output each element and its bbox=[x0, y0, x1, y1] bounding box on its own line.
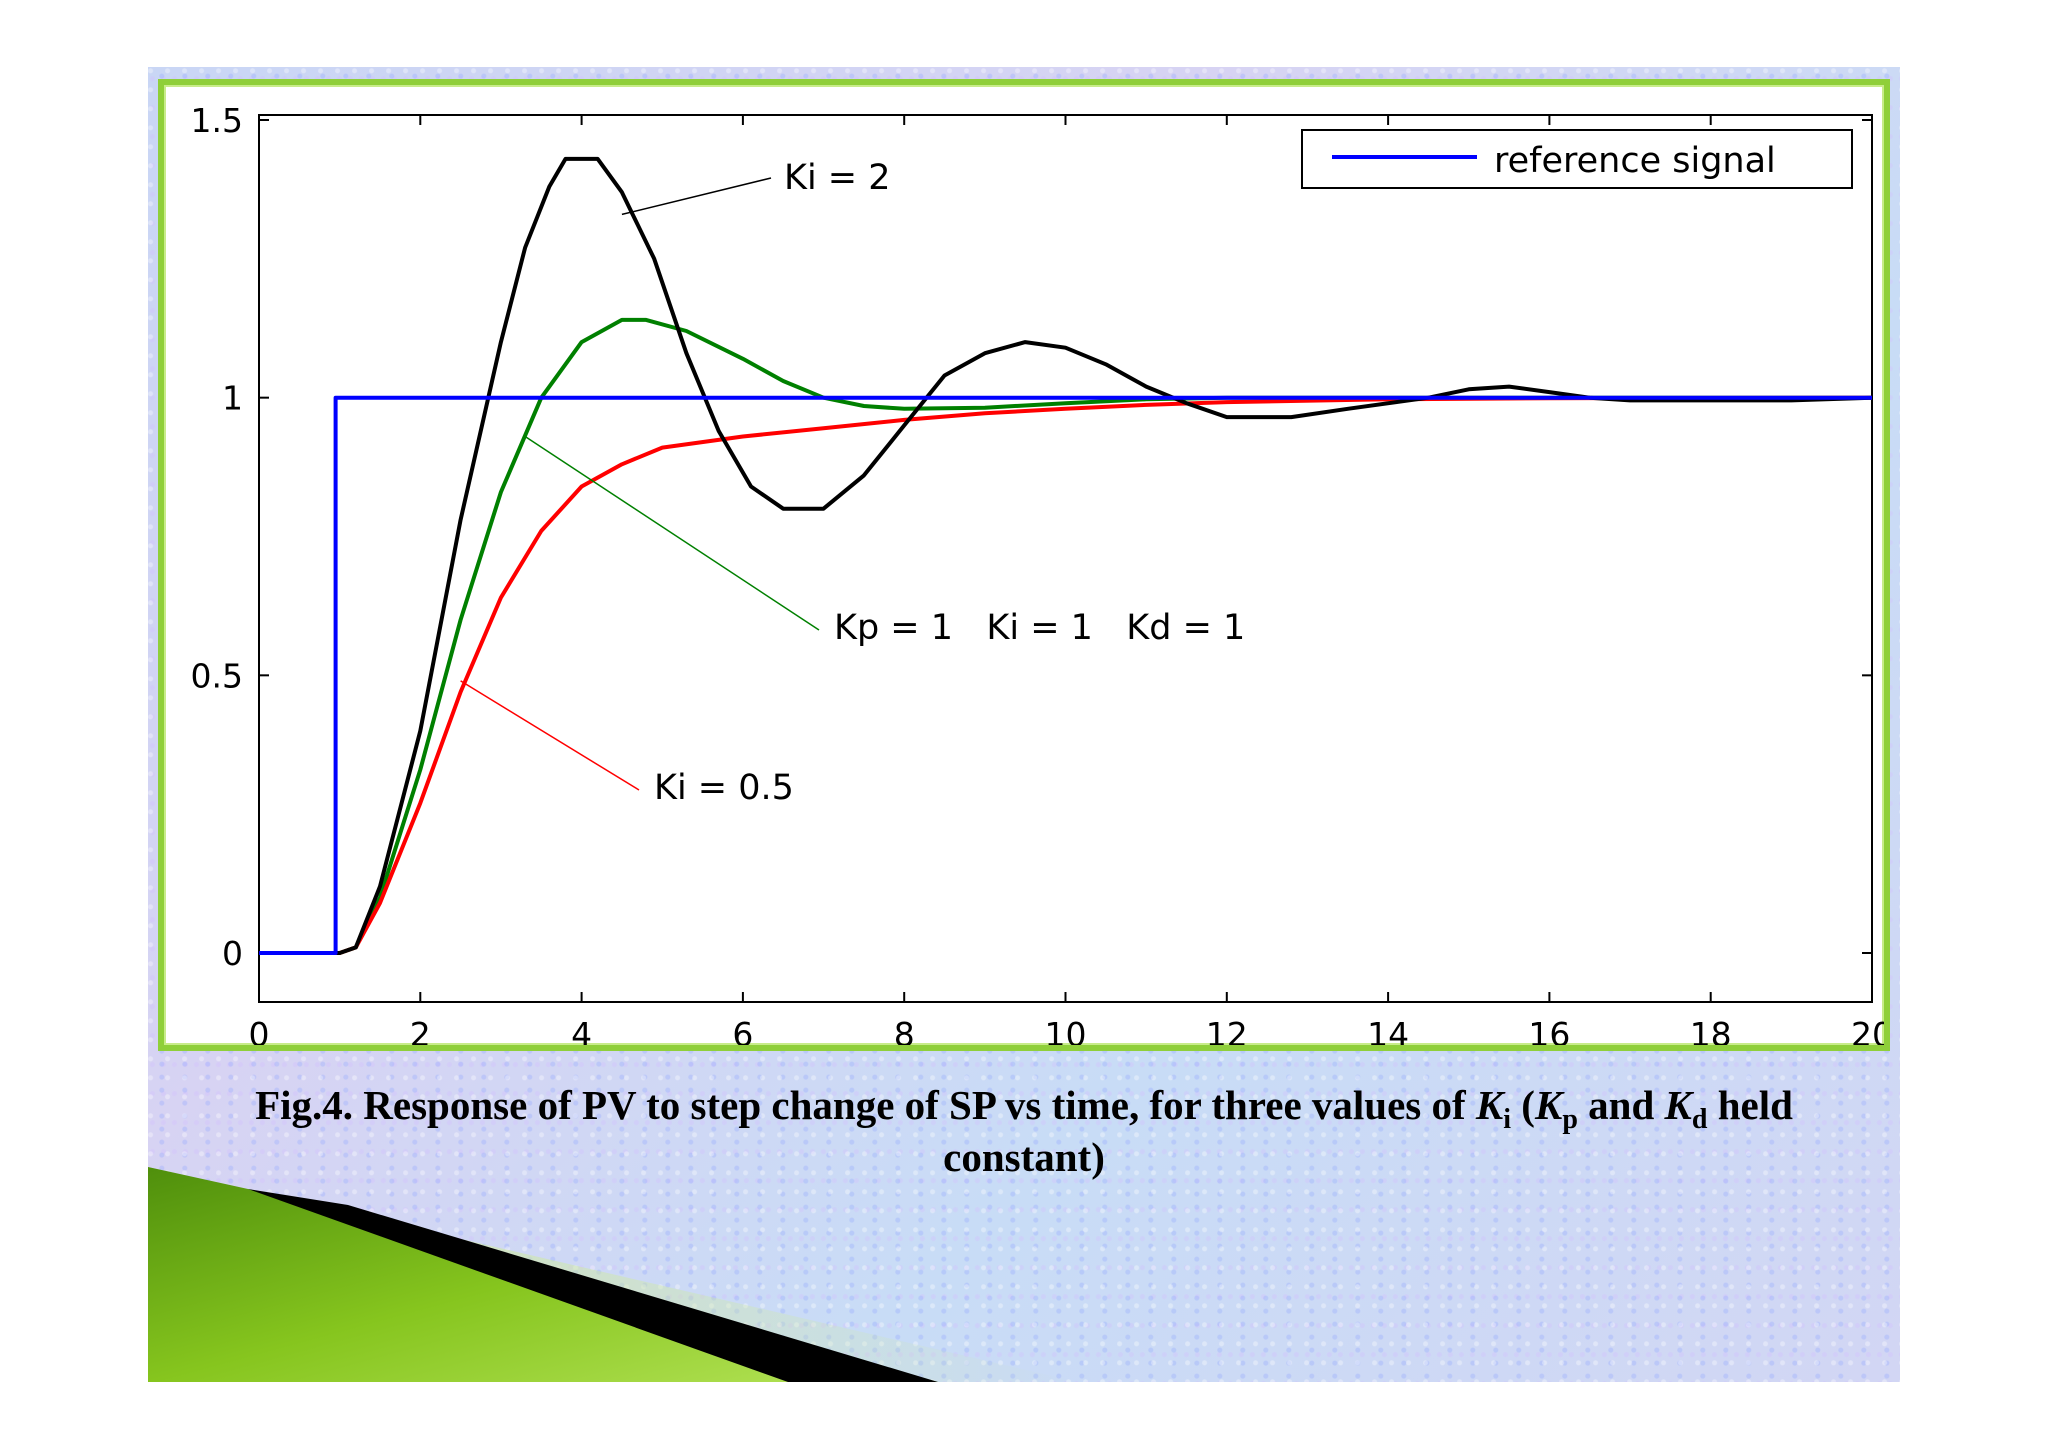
x-tick-label: 20 bbox=[1851, 1015, 1884, 1045]
series-line-3 bbox=[259, 395, 1873, 955]
annotation-leader-1 bbox=[524, 435, 820, 631]
annotation-leader-0 bbox=[621, 177, 772, 216]
caption-k-i: K bbox=[1475, 1082, 1504, 1128]
caption-sub-p: p bbox=[1562, 1104, 1578, 1136]
slide-background: 0 2 4 6 8 10 12 14 16 18 20 0 0.5 1 1.5 reference signa… bbox=[148, 67, 1900, 1382]
x-tick-label: 16 bbox=[1528, 1015, 1570, 1045]
plot-area bbox=[258, 114, 1873, 1003]
annotation-label-2: Ki = 0.5 bbox=[654, 768, 794, 808]
y-tick-label: 1.5 bbox=[191, 101, 243, 140]
annotation-leader-2 bbox=[460, 680, 640, 791]
caption-k-d: K bbox=[1664, 1082, 1692, 1128]
y-tick-label: 0.5 bbox=[191, 656, 243, 695]
figure-caption: Fig.4. Response of PV to step change of … bbox=[178, 1079, 1870, 1183]
x-tick-label: 2 bbox=[410, 1015, 431, 1045]
x-tick-label: 14 bbox=[1367, 1015, 1409, 1045]
x-tick-label: 10 bbox=[1045, 1015, 1087, 1045]
x-tick-label: 4 bbox=[571, 1015, 592, 1045]
pid-response-chart: 0 2 4 6 8 10 12 14 16 18 20 0 0.5 1 1.5 reference signa… bbox=[191, 101, 1884, 1045]
chart-frame: 0 2 4 6 8 10 12 14 16 18 20 0 0.5 1 1.5 reference signa… bbox=[158, 79, 1890, 1051]
y-tick-label: 1 bbox=[222, 379, 243, 418]
legend-label: reference signal bbox=[1494, 141, 1776, 181]
x-tick-label: 12 bbox=[1206, 1015, 1248, 1045]
x-tick-label: 6 bbox=[732, 1015, 753, 1045]
y-tick-label: 0 bbox=[222, 934, 243, 973]
annotation-label-1: Kp = 1 Ki = 1 Kd = 1 bbox=[834, 608, 1245, 648]
caption-sub-d: d bbox=[1691, 1104, 1708, 1136]
decorative-ribbon bbox=[148, 1167, 1078, 1382]
caption-and: and bbox=[1577, 1082, 1665, 1128]
series-line-1 bbox=[259, 156, 1873, 955]
caption-prefix: Fig.4. Response of PV to step change of … bbox=[255, 1082, 1476, 1128]
annotation-label-0: Ki = 2 bbox=[784, 158, 891, 198]
caption-line2: constant) bbox=[943, 1134, 1105, 1180]
series-line-2 bbox=[259, 317, 1872, 955]
x-tick-label: 8 bbox=[894, 1015, 915, 1045]
caption-sub-i: i bbox=[1503, 1104, 1512, 1136]
caption-paren: ( bbox=[1511, 1082, 1535, 1128]
caption-k-p: K bbox=[1534, 1082, 1563, 1128]
x-tick-label: 0 bbox=[249, 1015, 270, 1045]
series-line-0 bbox=[259, 395, 1872, 955]
x-tick-label: 18 bbox=[1690, 1015, 1732, 1045]
caption-held: held bbox=[1707, 1082, 1793, 1128]
